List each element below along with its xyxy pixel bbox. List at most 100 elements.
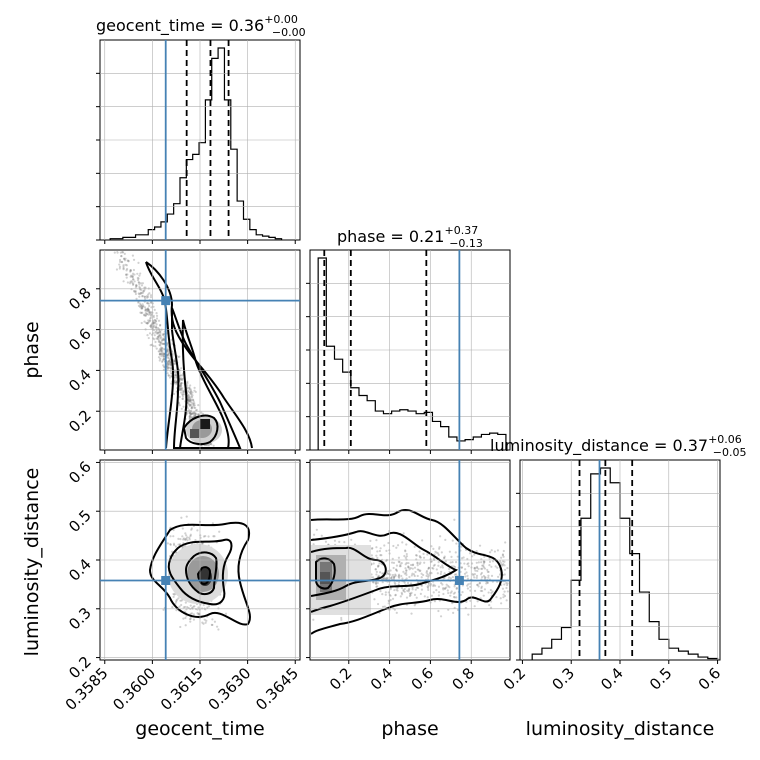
sample-point <box>146 322 149 325</box>
sample-point <box>437 553 440 557</box>
sample-point <box>379 547 382 550</box>
sample-point <box>171 550 174 553</box>
sample-point <box>398 580 401 584</box>
sample-point <box>420 584 423 587</box>
sample-point <box>375 582 378 586</box>
sample-point <box>188 400 192 403</box>
sample-point <box>395 569 399 573</box>
sample-point <box>196 529 199 532</box>
sample-point <box>381 572 384 575</box>
sample-point <box>146 308 150 311</box>
sample-point <box>208 443 211 446</box>
x-tick-label: 0.3630 <box>205 664 255 714</box>
sample-point <box>178 355 181 358</box>
sample-point <box>448 567 451 571</box>
sample-point <box>473 605 476 608</box>
sample-point <box>120 255 123 258</box>
sample-point <box>120 260 123 264</box>
sample-point <box>154 321 157 325</box>
sample-point <box>177 597 180 600</box>
sample-point <box>153 334 156 337</box>
sample-point <box>427 588 430 591</box>
sample-point <box>377 574 380 577</box>
sample-point <box>210 623 213 626</box>
sample-point <box>399 563 402 566</box>
sample-point <box>209 442 212 446</box>
sample-point <box>150 301 153 304</box>
sample-point <box>155 317 159 320</box>
sample-point <box>166 362 169 365</box>
sample-point <box>187 606 190 610</box>
sample-point <box>418 550 421 553</box>
sample-point <box>180 381 183 385</box>
sample-point <box>190 401 193 404</box>
sample-point <box>427 567 430 570</box>
sample-point <box>159 332 162 335</box>
sample-point <box>452 595 456 599</box>
sample-point <box>194 538 197 542</box>
sample-point <box>453 596 456 599</box>
sample-point <box>189 384 192 387</box>
sample-point <box>443 555 446 558</box>
sample-point <box>430 594 433 597</box>
sample-point <box>437 591 441 594</box>
sample-point <box>405 569 408 572</box>
sample-point <box>397 573 401 576</box>
sample-point <box>118 265 122 268</box>
sample-point <box>414 588 417 591</box>
sample-point <box>192 605 195 608</box>
sample-point <box>189 416 192 419</box>
sample-point <box>452 592 455 595</box>
sample-point <box>192 613 195 616</box>
sample-point <box>175 381 178 384</box>
sample-point <box>411 572 414 575</box>
sample-point <box>161 337 164 340</box>
sample-point <box>207 535 210 538</box>
sample-point <box>415 596 418 599</box>
sample-point <box>169 535 172 538</box>
sample-point <box>480 586 483 590</box>
sample-point <box>404 550 407 553</box>
sample-point <box>483 576 486 579</box>
sample-point <box>506 590 509 593</box>
sample-point <box>188 395 191 399</box>
sample-point <box>215 625 219 628</box>
sample-point <box>162 348 165 351</box>
sample-point <box>494 565 497 568</box>
sample-point <box>192 400 195 403</box>
sample-point <box>430 545 433 548</box>
sample-point <box>188 538 191 541</box>
sample-point <box>449 577 452 580</box>
contour-core <box>182 414 219 446</box>
sample-point <box>489 606 493 609</box>
sample-point <box>140 284 144 287</box>
sample-point <box>147 302 150 305</box>
sample-point <box>140 291 143 294</box>
sample-point <box>466 563 469 566</box>
sample-point <box>480 567 483 570</box>
sample-point <box>443 556 446 560</box>
sample-point <box>129 269 132 273</box>
sample-point <box>189 389 193 393</box>
sample-point <box>488 551 492 554</box>
sample-point <box>503 560 506 563</box>
sample-point <box>395 564 399 567</box>
sample-point <box>169 361 172 364</box>
sample-point <box>172 595 175 598</box>
sample-point <box>189 617 192 620</box>
sample-point <box>157 331 160 334</box>
sample-point <box>500 556 503 559</box>
sample-point <box>410 574 413 577</box>
sample-point <box>152 316 155 319</box>
sample-point <box>153 319 156 322</box>
sample-point <box>130 288 133 291</box>
sample-point <box>187 399 191 402</box>
sample-point <box>422 573 425 577</box>
sample-point <box>173 392 176 396</box>
sample-point <box>505 581 508 585</box>
sample-point <box>122 280 125 283</box>
sample-point <box>471 555 474 558</box>
sample-point <box>180 378 184 382</box>
sample-point <box>175 381 178 384</box>
